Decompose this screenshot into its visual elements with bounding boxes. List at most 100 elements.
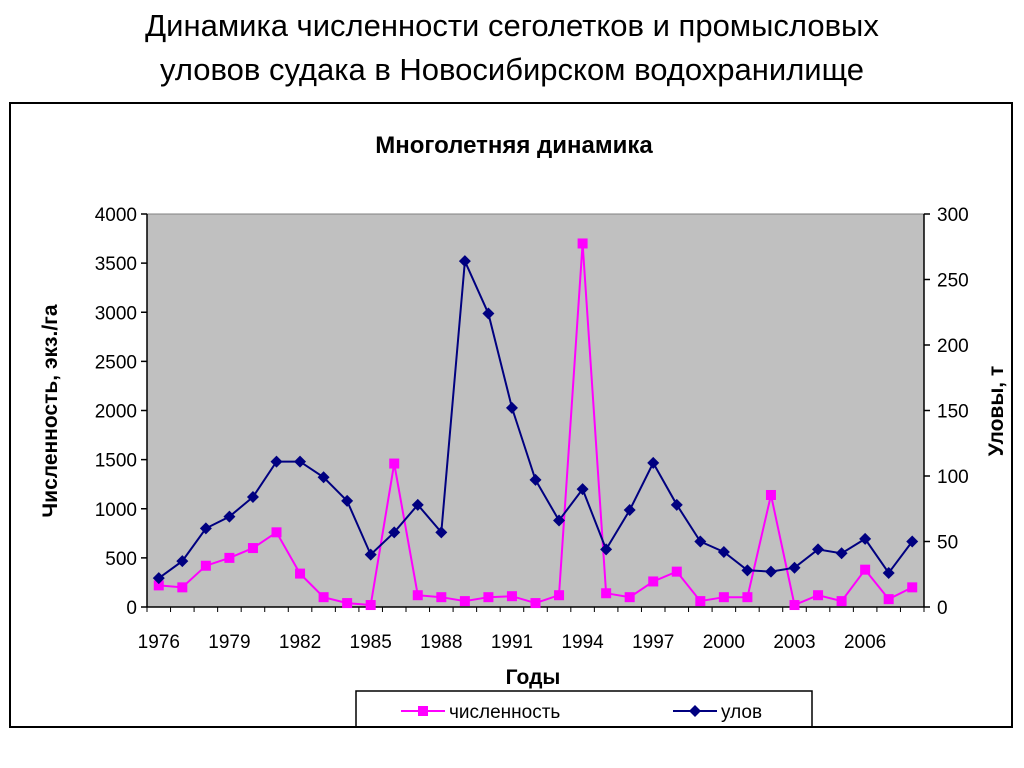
y-axis-left-title: Численность, экз./га [39, 304, 62, 518]
data-point-abundance [671, 566, 682, 577]
data-point-catch [788, 561, 801, 574]
data-point-abundance [200, 560, 211, 571]
data-point-catch [741, 564, 754, 577]
data-point-abundance [459, 596, 470, 607]
data-point-catch [764, 565, 777, 578]
data-point-catch [317, 471, 330, 484]
y-right-tick-label: 200 [937, 336, 969, 357]
data-point-catch [199, 522, 212, 535]
data-point-catch [223, 510, 236, 523]
y-left-tick-label: 3000 [95, 303, 137, 324]
data-point-catch [812, 543, 825, 556]
y-right-tick-label: 150 [937, 402, 969, 423]
data-point-abundance [601, 588, 612, 599]
data-point-abundance [247, 543, 258, 554]
data-point-catch [623, 504, 636, 517]
data-point-catch [576, 483, 589, 496]
data-point-abundance [153, 580, 164, 591]
x-tick-label: 1991 [491, 632, 533, 653]
data-point-catch [152, 572, 165, 585]
data-point-abundance [295, 568, 306, 579]
data-point-abundance [718, 592, 729, 603]
chart-title: Многолетняя динамика [375, 132, 653, 159]
data-point-abundance [365, 600, 376, 611]
data-point-abundance [318, 592, 329, 603]
data-point-abundance [695, 596, 706, 607]
data-point-abundance [883, 594, 894, 605]
y-axis-right-title: Уловы, т [985, 366, 1008, 456]
y-right-tick-label: 100 [937, 467, 969, 488]
data-point-catch [176, 555, 189, 568]
y-left-tick-label: 1500 [95, 451, 137, 472]
data-point-abundance [907, 582, 918, 593]
data-point-catch [647, 456, 660, 469]
x-axis-title: Годы [506, 666, 561, 689]
data-point-catch [294, 455, 307, 468]
data-point-abundance [742, 592, 753, 603]
legend-marker [418, 706, 428, 716]
y-right-tick-label: 250 [937, 271, 969, 292]
plot-area: 0 500 1000 1500 2000 2500 3000 3500 4000 0 50 100 15… [95, 205, 969, 653]
data-point-abundance [765, 489, 776, 500]
data-point-abundance [530, 598, 541, 609]
data-point-catch [529, 473, 542, 486]
data-point-catch [341, 494, 354, 507]
y-left-tick-label: 500 [105, 549, 137, 570]
x-tick-label: 2000 [703, 632, 745, 653]
data-point-catch [482, 307, 495, 320]
data-point-catch [670, 498, 683, 511]
legend-marker [689, 705, 701, 717]
data-point-catch [246, 490, 259, 503]
chart-frame: Многолетняя динамика 0 500 1000 1500 2000 250… [9, 102, 1013, 728]
data-point-abundance [860, 564, 871, 575]
y-left-tick-label: 2000 [95, 402, 137, 423]
data-point-catch [458, 255, 471, 268]
chart-svg: Многолетняя динамика 0500100015002000250… [39, 132, 1008, 726]
y-left-tick-label: 2500 [95, 352, 137, 373]
x-tick-label: 1988 [420, 632, 462, 653]
legend-label: улов [721, 702, 762, 723]
data-point-abundance [224, 552, 235, 563]
slide-title-line2: уловов судака в Новосибирском водохранил… [160, 52, 864, 87]
data-point-abundance [506, 591, 517, 602]
data-point-catch [364, 548, 377, 561]
data-point-catch [882, 566, 895, 579]
x-tick-label: 1982 [279, 632, 321, 653]
y-right-tick-label: 300 [937, 205, 969, 226]
data-point-abundance [554, 590, 565, 601]
y-right-tick-label: 0 [937, 598, 948, 619]
data-point-abundance [483, 592, 494, 603]
y-right-tick-label: 50 [937, 533, 958, 554]
y-left-tick-label: 4000 [95, 205, 137, 226]
x-tick-label: 2003 [773, 632, 815, 653]
data-point-abundance [813, 590, 824, 601]
legend-label: численность [449, 702, 560, 723]
data-point-abundance [624, 592, 635, 603]
data-point-catch [717, 545, 730, 558]
data-point-abundance [836, 596, 847, 607]
slide-title-line1: Динамика численности сеголетков и промыс… [145, 8, 879, 43]
data-point-catch [270, 455, 283, 468]
x-tick-label: 1994 [561, 632, 604, 653]
data-point-abundance [412, 590, 423, 601]
x-tick-label: 2006 [844, 632, 886, 653]
data-point-abundance [342, 598, 353, 609]
slide-title: Динамика численности сеголетков и промыс… [0, 4, 1024, 92]
data-point-catch [388, 526, 401, 539]
data-point-catch [694, 535, 707, 548]
data-point-catch [553, 514, 566, 527]
data-point-abundance [177, 582, 188, 593]
data-point-catch [906, 535, 919, 548]
x-tick-label: 1997 [632, 632, 674, 653]
y-left-tick-label: 3500 [95, 254, 137, 275]
data-point-catch [859, 532, 872, 545]
x-tick-label: 1985 [350, 632, 392, 653]
data-point-catch [435, 526, 448, 539]
data-point-abundance [436, 592, 447, 603]
y-left-tick-label: 1000 [95, 500, 137, 521]
data-point-catch [600, 543, 613, 556]
data-point-abundance [789, 600, 800, 611]
y-left-tick-label: 0 [126, 598, 137, 619]
data-point-abundance [577, 238, 588, 249]
legend: численность улов [355, 690, 813, 726]
